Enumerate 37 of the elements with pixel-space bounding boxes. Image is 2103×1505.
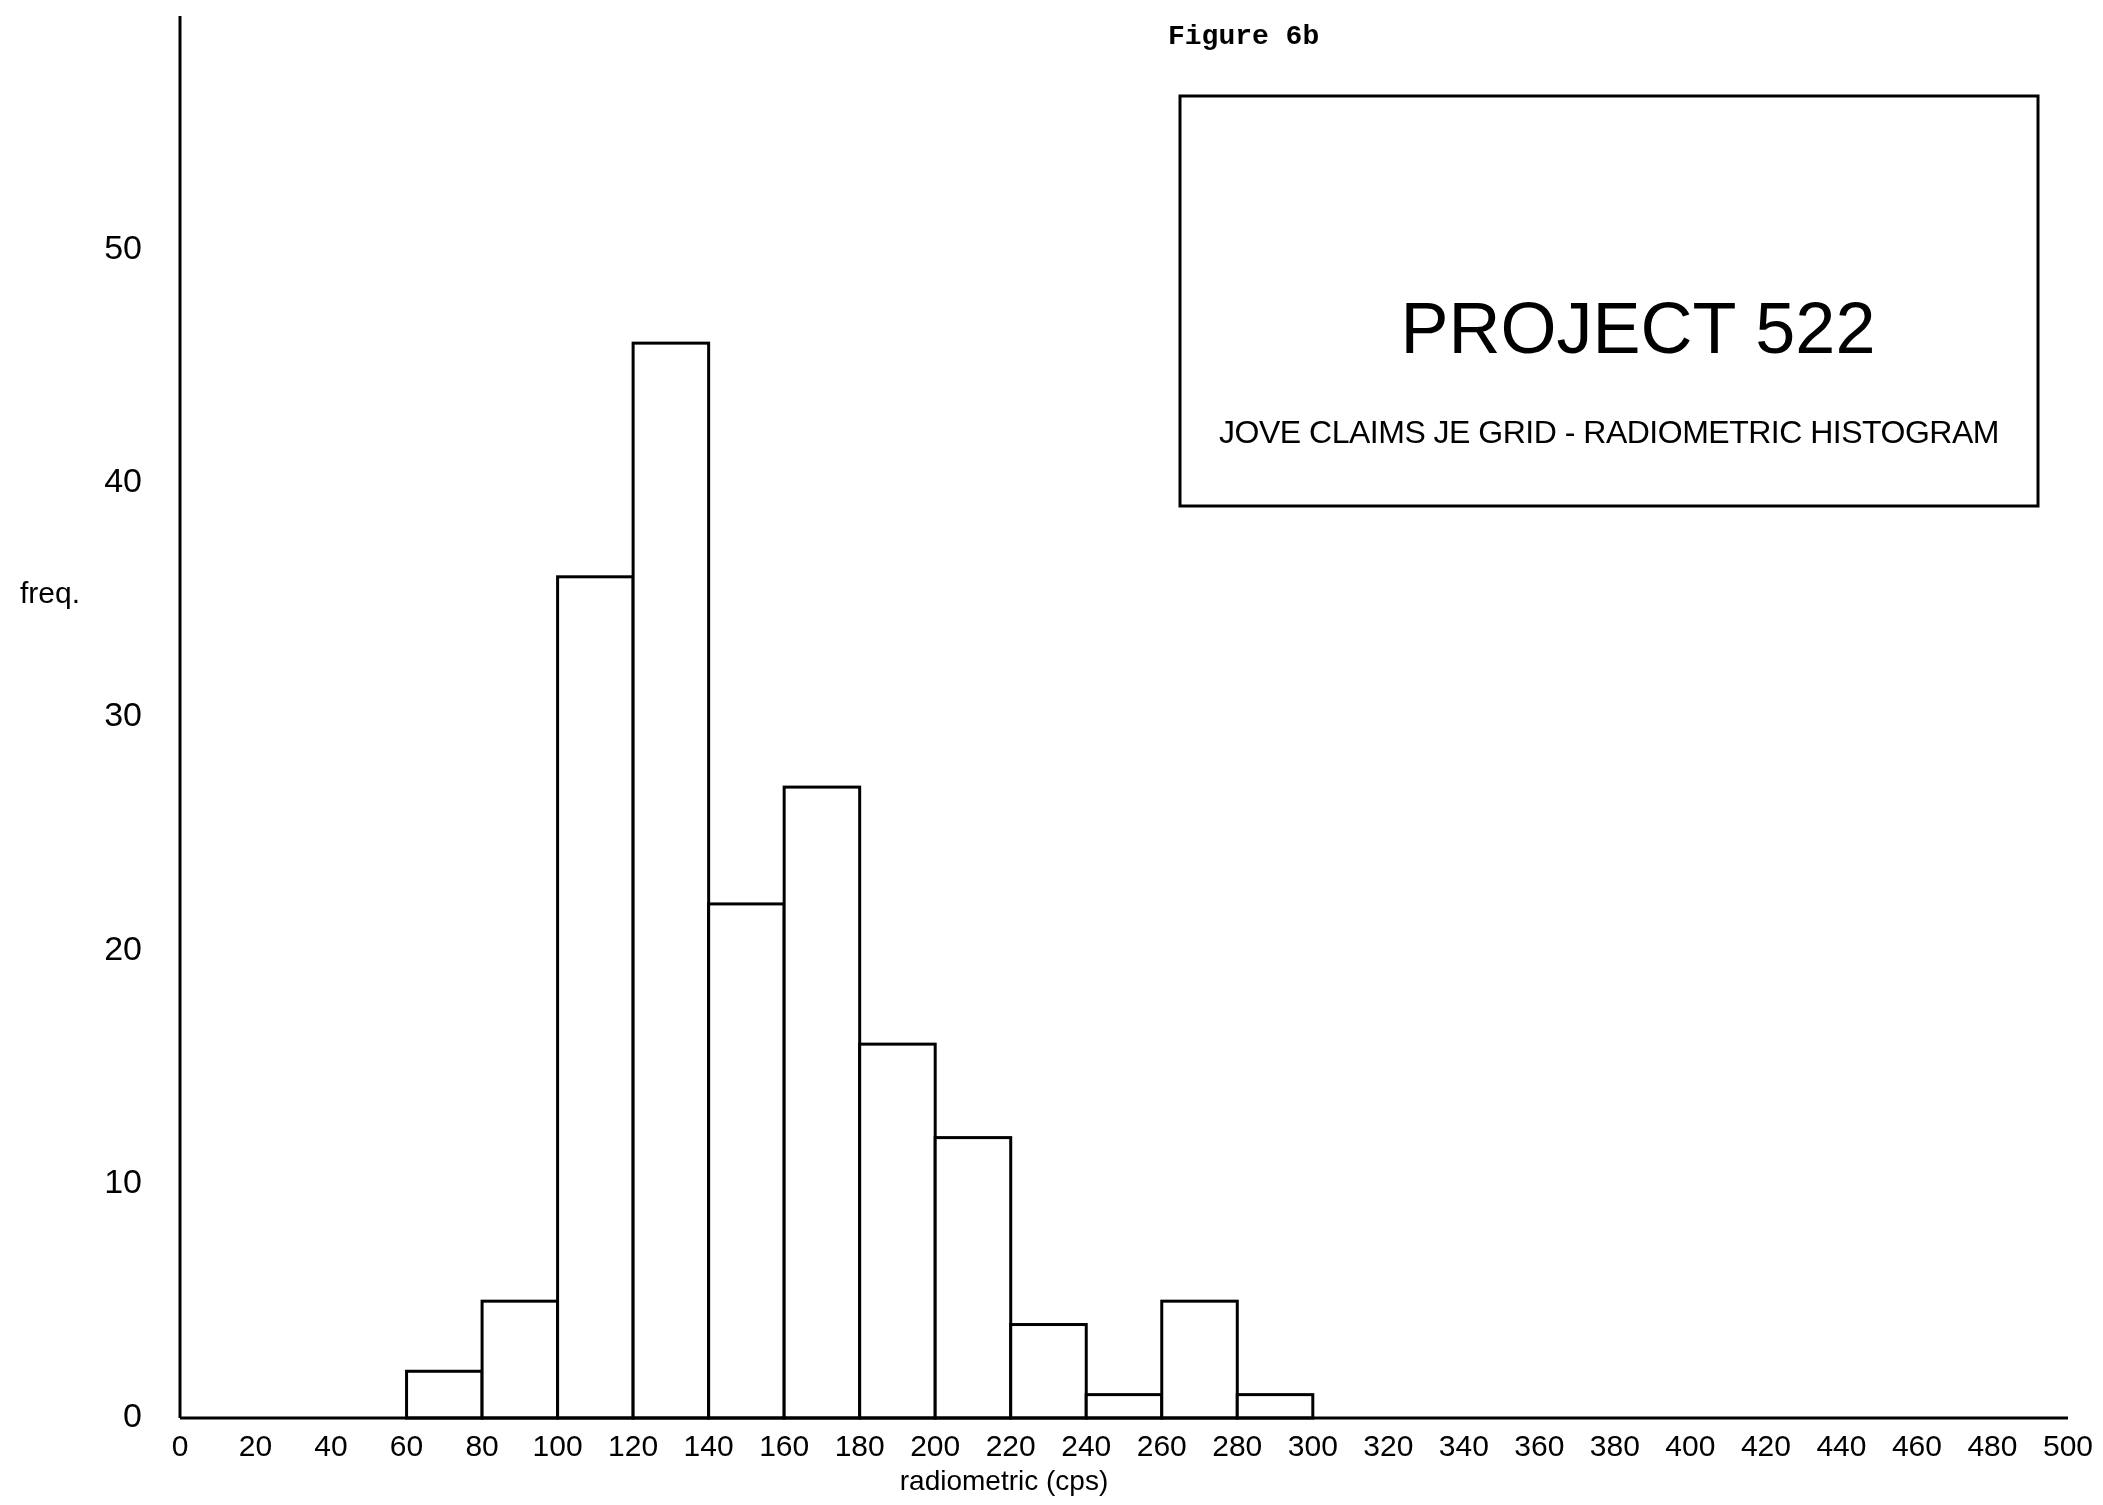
x-tick-label: 120 bbox=[608, 1429, 659, 1462]
y-tick-label: 30 bbox=[104, 694, 142, 733]
x-tick-label: 340 bbox=[1438, 1429, 1489, 1462]
x-tick-label: 320 bbox=[1363, 1429, 1414, 1462]
x-tick-label: 380 bbox=[1589, 1429, 1640, 1462]
x-tick-label: 500 bbox=[2042, 1429, 2094, 1462]
x-tick-label: 60 bbox=[389, 1429, 424, 1462]
text: JOVE CLAIMS JE GRID - RADIOMETRIC HISTOGRAM bbox=[1219, 414, 1999, 450]
x-tick-label: 40 bbox=[314, 1429, 348, 1462]
x-tick-label: 20 bbox=[238, 1429, 273, 1462]
y-tick-label: 40 bbox=[104, 461, 142, 500]
y-tick-label: 20 bbox=[104, 928, 142, 967]
x-tick-label: 440 bbox=[1816, 1429, 1867, 1462]
x-tick-label: 200 bbox=[910, 1429, 961, 1462]
x-tick-label: 100 bbox=[532, 1429, 583, 1462]
x-tick-label: 260 bbox=[1136, 1429, 1187, 1462]
x-tick-label: 80 bbox=[465, 1429, 499, 1462]
x-tick-label: 280 bbox=[1212, 1429, 1263, 1462]
y-tick-label: 10 bbox=[104, 1162, 142, 1201]
y-axis-title: freq. bbox=[20, 576, 81, 609]
x-tick-label: 360 bbox=[1514, 1429, 1565, 1462]
x-tick-label: 240 bbox=[1061, 1429, 1112, 1462]
x-tick-label: 480 bbox=[1967, 1429, 2018, 1462]
x-tick-label: 160 bbox=[759, 1429, 810, 1462]
x-axis-title: radiometric (cps) bbox=[899, 1465, 1109, 1496]
x-tick-label: 460 bbox=[1891, 1429, 1942, 1462]
x-tick-label: 180 bbox=[834, 1429, 885, 1462]
y-tick-label: 50 bbox=[104, 227, 142, 266]
x-tick-label: 420 bbox=[1740, 1429, 1791, 1462]
text: PROJECT 522 bbox=[1400, 288, 1876, 368]
x-tick-label: 220 bbox=[985, 1429, 1036, 1462]
annotation: Figure 6b bbox=[1168, 21, 1320, 52]
x-tick-label: 400 bbox=[1665, 1429, 1716, 1462]
x-tick-label: 0 bbox=[171, 1429, 189, 1462]
x-tick-label: 140 bbox=[683, 1429, 734, 1462]
y-tick-label: 0 bbox=[123, 1395, 142, 1434]
x-tick-label: 300 bbox=[1287, 1429, 1338, 1462]
